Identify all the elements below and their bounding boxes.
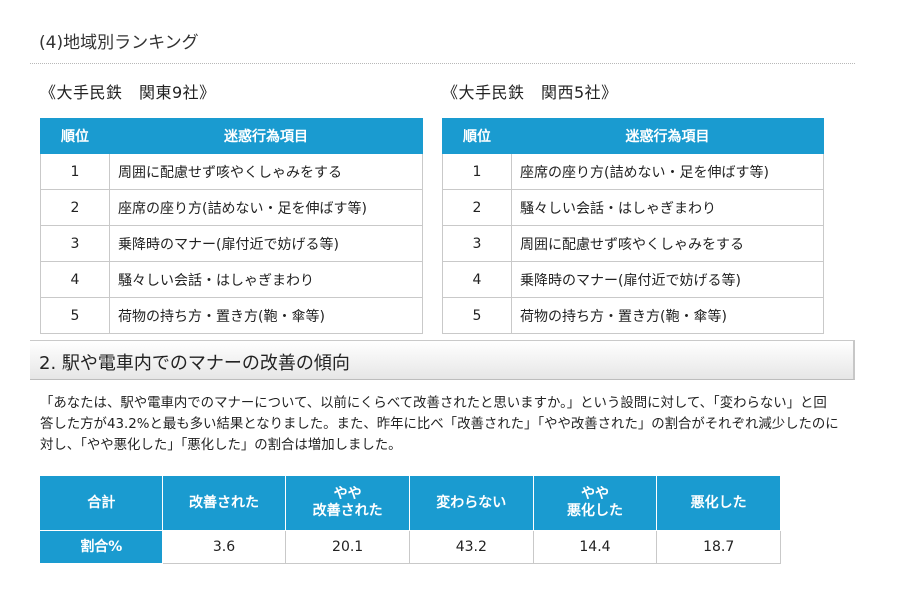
rank-header: 順位: [442, 118, 512, 154]
item-cell: 周囲に配慮せず咳やくしゃみをする: [109, 153, 423, 190]
rank-cell: 4: [442, 261, 512, 298]
value-cell: 43.2: [408, 530, 534, 564]
kanto-title: 《大手民鉄 関東9社》: [40, 83, 216, 102]
kansai-title: 《大手民鉄 関西5社》: [442, 83, 618, 102]
dotted-divider: [30, 63, 855, 64]
manner-trend-table: 合計 改善された やや 改善された 変わらない やや 悪化した 悪化した 割合% 3…: [40, 475, 781, 564]
column-header-line: 悪化した: [566, 503, 623, 519]
table-row: 2 騒々しい会話・はしゃぎまわり: [442, 189, 824, 226]
column-header: やや 悪化した: [532, 475, 658, 531]
table-header-row: 順位 迷惑行為項目: [40, 118, 423, 154]
column-header-line: 改善された: [312, 503, 383, 519]
table-row: 4 乗降時のマナー(扉付近で妨げる等): [442, 261, 824, 298]
summary-header-row: 合計 改善された やや 改善された 変わらない やや 悪化した 悪化した: [40, 475, 781, 531]
rank-cell: 2: [40, 189, 110, 226]
row-header: 割合%: [40, 530, 163, 564]
table-header-row: 順位 迷惑行為項目: [442, 118, 824, 154]
table-row: 3 周囲に配慮せず咳やくしゃみをする: [442, 225, 824, 262]
rank-cell: 5: [442, 297, 512, 334]
section-heading: 2. 駅や電車内でのマナーの改善の傾向: [39, 353, 350, 374]
column-header: やや 改善された: [285, 475, 410, 531]
column-header-line: 悪化した: [690, 494, 747, 511]
column-header-line: 変わらない: [436, 494, 507, 511]
kansai-ranking-table: 順位 迷惑行為項目 1 座席の座り方(詰めない・足を伸ばす等) 2 騒々しい会話・は…: [442, 118, 824, 334]
column-header: 改善された: [161, 475, 287, 531]
table-row: 3 乗降時のマナー(扉付近で妨げる等): [40, 225, 423, 262]
value-cell: 3.6: [161, 530, 287, 564]
survey-paragraph: 「あなたは、駅や電車内でのマナーについて、以前にくらべて改善されたと思いますか。…: [40, 396, 839, 453]
item-cell: 騒々しい会話・はしゃぎまわり: [109, 261, 423, 298]
page-subheading: (4)地域別ランキング: [39, 33, 199, 53]
item-header: 迷惑行為項目: [511, 118, 824, 154]
rank-header: 順位: [40, 118, 110, 154]
item-cell: 乗降時のマナー(扉付近で妨げる等): [511, 261, 824, 298]
section-heading-bar: 2. 駅や電車内でのマナーの改善の傾向: [30, 340, 855, 380]
value-cell: 20.1: [285, 530, 410, 564]
table-row: 5 荷物の持ち方・置き方(鞄・傘等): [40, 297, 423, 334]
rank-cell: 2: [442, 189, 512, 226]
item-cell: 乗降時のマナー(扉付近で妨げる等): [109, 225, 423, 262]
kanto-ranking-table: 順位 迷惑行為項目 1 周囲に配慮せず咳やくしゃみをする 2 座席の座り方(詰めない…: [40, 118, 423, 334]
rank-cell: 3: [40, 225, 110, 262]
item-cell: 座席の座り方(詰めない・足を伸ばす等): [109, 189, 423, 226]
table-row: 5 荷物の持ち方・置き方(鞄・傘等): [442, 297, 824, 334]
corner-header: 合計: [40, 475, 163, 531]
column-header-line: やや: [333, 486, 362, 502]
rank-cell: 5: [40, 297, 110, 334]
item-cell: 座席の座り方(詰めない・足を伸ばす等): [511, 153, 824, 190]
item-header: 迷惑行為項目: [109, 118, 423, 154]
item-cell: 騒々しい会話・はしゃぎまわり: [511, 189, 824, 226]
table-row: 1 座席の座り方(詰めない・足を伸ばす等): [442, 153, 824, 190]
rank-cell: 1: [40, 153, 110, 190]
column-header-line: やや: [580, 486, 609, 502]
rank-cell: 1: [442, 153, 512, 190]
column-header: 変わらない: [408, 475, 534, 531]
table-row: 2 座席の座り方(詰めない・足を伸ばす等): [40, 189, 423, 226]
column-header-line: 改善された: [188, 494, 259, 511]
item-cell: 周囲に配慮せず咳やくしゃみをする: [511, 225, 824, 262]
value-cell: 14.4: [532, 530, 658, 564]
summary-value-row: 割合% 3.6 20.1 43.2 14.4 18.7: [40, 530, 781, 564]
rank-cell: 3: [442, 225, 512, 262]
column-header: 悪化した: [656, 475, 781, 531]
table-row: 4 騒々しい会話・はしゃぎまわり: [40, 261, 423, 298]
item-cell: 荷物の持ち方・置き方(鞄・傘等): [511, 297, 824, 334]
rank-cell: 4: [40, 261, 110, 298]
item-cell: 荷物の持ち方・置き方(鞄・傘等): [109, 297, 423, 334]
value-cell: 18.7: [656, 530, 781, 564]
table-row: 1 周囲に配慮せず咳やくしゃみをする: [40, 153, 423, 190]
